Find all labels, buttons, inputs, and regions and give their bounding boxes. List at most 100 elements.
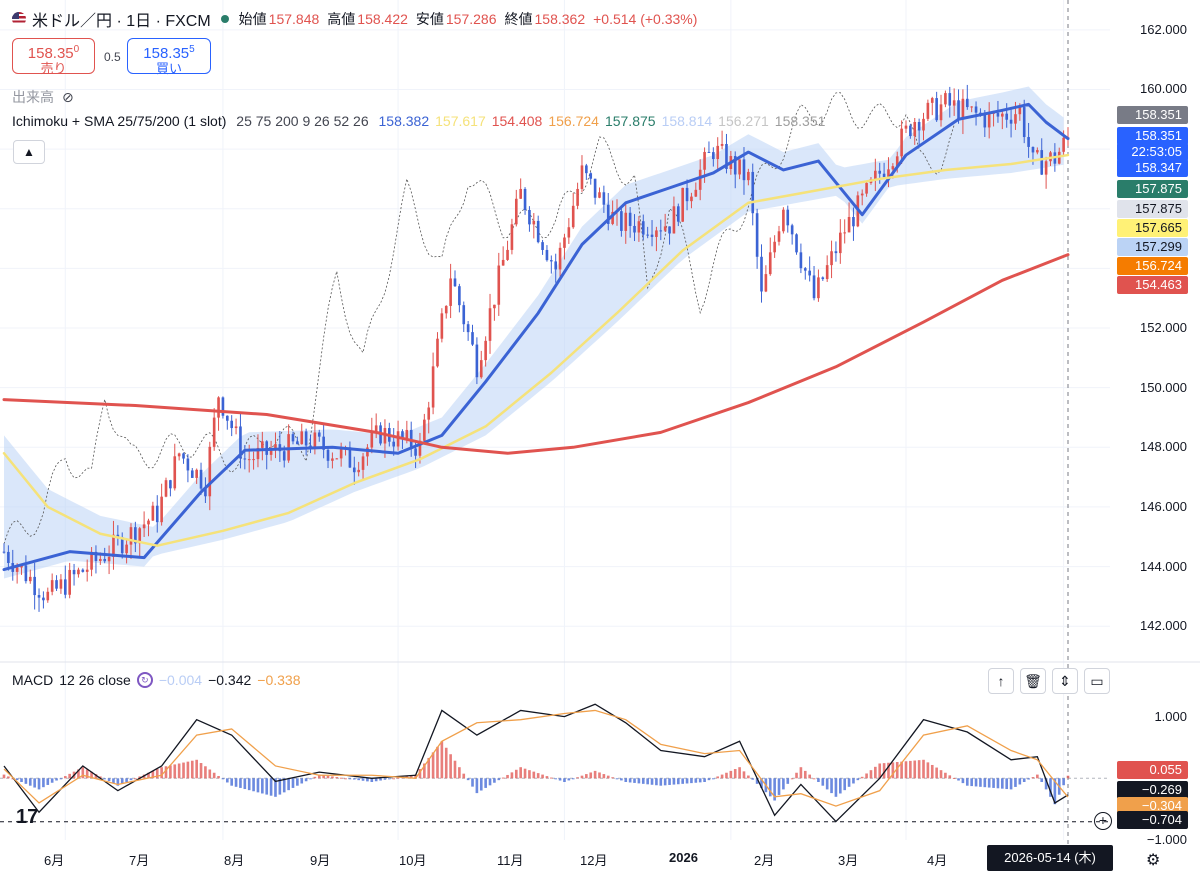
candle-body: [63, 579, 67, 595]
macd-histogram-bar: [383, 778, 387, 780]
candle-body: [821, 277, 825, 280]
move-pane-up-button[interactable]: ↑: [988, 668, 1014, 694]
macd-histogram-bar: [751, 778, 755, 780]
macd-histogram-bar: [169, 765, 172, 779]
macd-histogram-bar: [177, 763, 181, 779]
macd-histogram-bar: [348, 778, 352, 780]
volume-legend[interactable]: 出来高 ⊘: [12, 87, 74, 107]
candle-body: [803, 268, 807, 271]
gear-icon[interactable]: ⚙: [1146, 852, 1161, 869]
delete-pane-button[interactable]: 🗑: [1020, 668, 1046, 694]
buy-button[interactable]: 158.355 買い: [127, 38, 211, 76]
candle-body: [479, 360, 483, 378]
candle-body: [392, 441, 396, 447]
collapse-legend-button[interactable]: ▲: [13, 140, 45, 164]
macd-legend[interactable]: MACD 12 26 close ↻ −0.004 −0.342 −0.338: [12, 672, 307, 688]
macd-hist-value: −0.004: [158, 672, 203, 688]
candle-body: [725, 143, 728, 169]
candle-body: [120, 537, 124, 554]
candle-body: [466, 324, 470, 333]
macd-histogram-bar: [733, 769, 737, 779]
refresh-icon[interactable]: ↻: [136, 672, 153, 688]
macd-histogram-bar: [965, 778, 969, 786]
macd-histogram-bar: [808, 774, 811, 779]
plus-icon[interactable]: +: [1094, 812, 1112, 830]
macd-line: [3, 703, 1069, 823]
candle-body: [606, 204, 610, 224]
candle-body: [405, 429, 409, 439]
macd-histogram-bar: [742, 771, 746, 779]
time-tick-label: 8月: [224, 853, 245, 868]
collapse-pane-button[interactable]: ⇕: [1052, 668, 1078, 694]
macd-histogram-bar: [983, 778, 987, 788]
candle-body: [633, 225, 636, 233]
candle-body: [296, 441, 299, 445]
macd-histogram-bar: [874, 766, 877, 779]
macd-histogram-bar: [204, 766, 207, 779]
candle-body: [663, 226, 667, 231]
macd-histogram-bar: [913, 760, 917, 779]
candle-body: [208, 446, 212, 497]
macd-histogram-bar: [85, 769, 89, 779]
macd-histogram-bar: [449, 754, 452, 779]
candle-body: [107, 556, 111, 562]
indicator-name: Ichimoku + SMA 25/75/200 (1 slot): [12, 113, 227, 129]
candle-body: [1036, 150, 1039, 153]
candle-body: [326, 449, 330, 461]
candle-body: [895, 156, 899, 167]
indicator-legend[interactable]: Ichimoku + SMA 25/75/200 (1 slot) 25 75 …: [12, 113, 837, 129]
candle-body: [274, 444, 277, 451]
macd-histogram-bar: [514, 769, 518, 779]
candle-body: [252, 459, 255, 461]
macd-histogram-bar: [1027, 778, 1030, 780]
symbol-title[interactable]: 米ドル／円 · 1日 · FXCM: [32, 13, 211, 30]
macd-histogram-bar: [120, 778, 124, 784]
macd-histogram-bar: [550, 777, 553, 779]
candle-body: [554, 261, 558, 270]
candle-body: [598, 192, 601, 198]
macd-histogram-bar: [799, 767, 803, 779]
price-tick-label: 148.000: [1140, 439, 1187, 455]
macd-histogram-bar: [672, 778, 676, 785]
candle-body: [401, 431, 404, 439]
candle-body: [1040, 150, 1044, 175]
macd-histogram-bar: [606, 775, 610, 779]
candle-body: [852, 217, 855, 227]
macd-histogram-bar: [712, 778, 715, 780]
eye-hidden-icon[interactable]: ⊘: [62, 88, 74, 105]
macd-histogram-bar: [979, 778, 982, 787]
candle-body: [493, 304, 496, 309]
indicator-value: 156.271: [718, 113, 769, 129]
tradingview-logo[interactable]: 17: [16, 806, 39, 828]
candle-body: [948, 93, 952, 106]
candle-body: [138, 528, 142, 544]
macd-histogram-bar: [221, 778, 225, 780]
candle-body: [116, 534, 120, 538]
indicator-value: 158.814: [661, 113, 713, 129]
maximize-pane-button[interactable]: ▭: [1084, 668, 1110, 694]
candle-body: [655, 230, 658, 237]
candle-body: [904, 125, 908, 129]
candle-body: [637, 221, 641, 233]
sell-button[interactable]: 158.350 売り: [12, 38, 95, 76]
indicator-value: 157.875: [604, 113, 656, 129]
candle-body: [68, 569, 71, 595]
candle-body: [221, 397, 225, 416]
macd-histogram-bar: [887, 762, 890, 779]
macd-histogram-bar: [1049, 778, 1052, 797]
candle-body: [707, 151, 711, 153]
macd-histogram-bar: [458, 767, 461, 779]
candle-body: [860, 193, 864, 196]
candle-body: [142, 524, 146, 529]
macd-histogram-bar: [453, 760, 457, 779]
macd-histogram-bar: [909, 760, 912, 779]
candle-body: [59, 579, 63, 589]
candle-body: [15, 567, 19, 572]
candle-body: [672, 206, 676, 234]
macd-histogram-bar: [388, 778, 391, 780]
candle-body: [374, 425, 378, 432]
candle-body: [782, 209, 785, 232]
macd-histogram-bar: [698, 778, 702, 783]
candle-body: [125, 544, 128, 554]
